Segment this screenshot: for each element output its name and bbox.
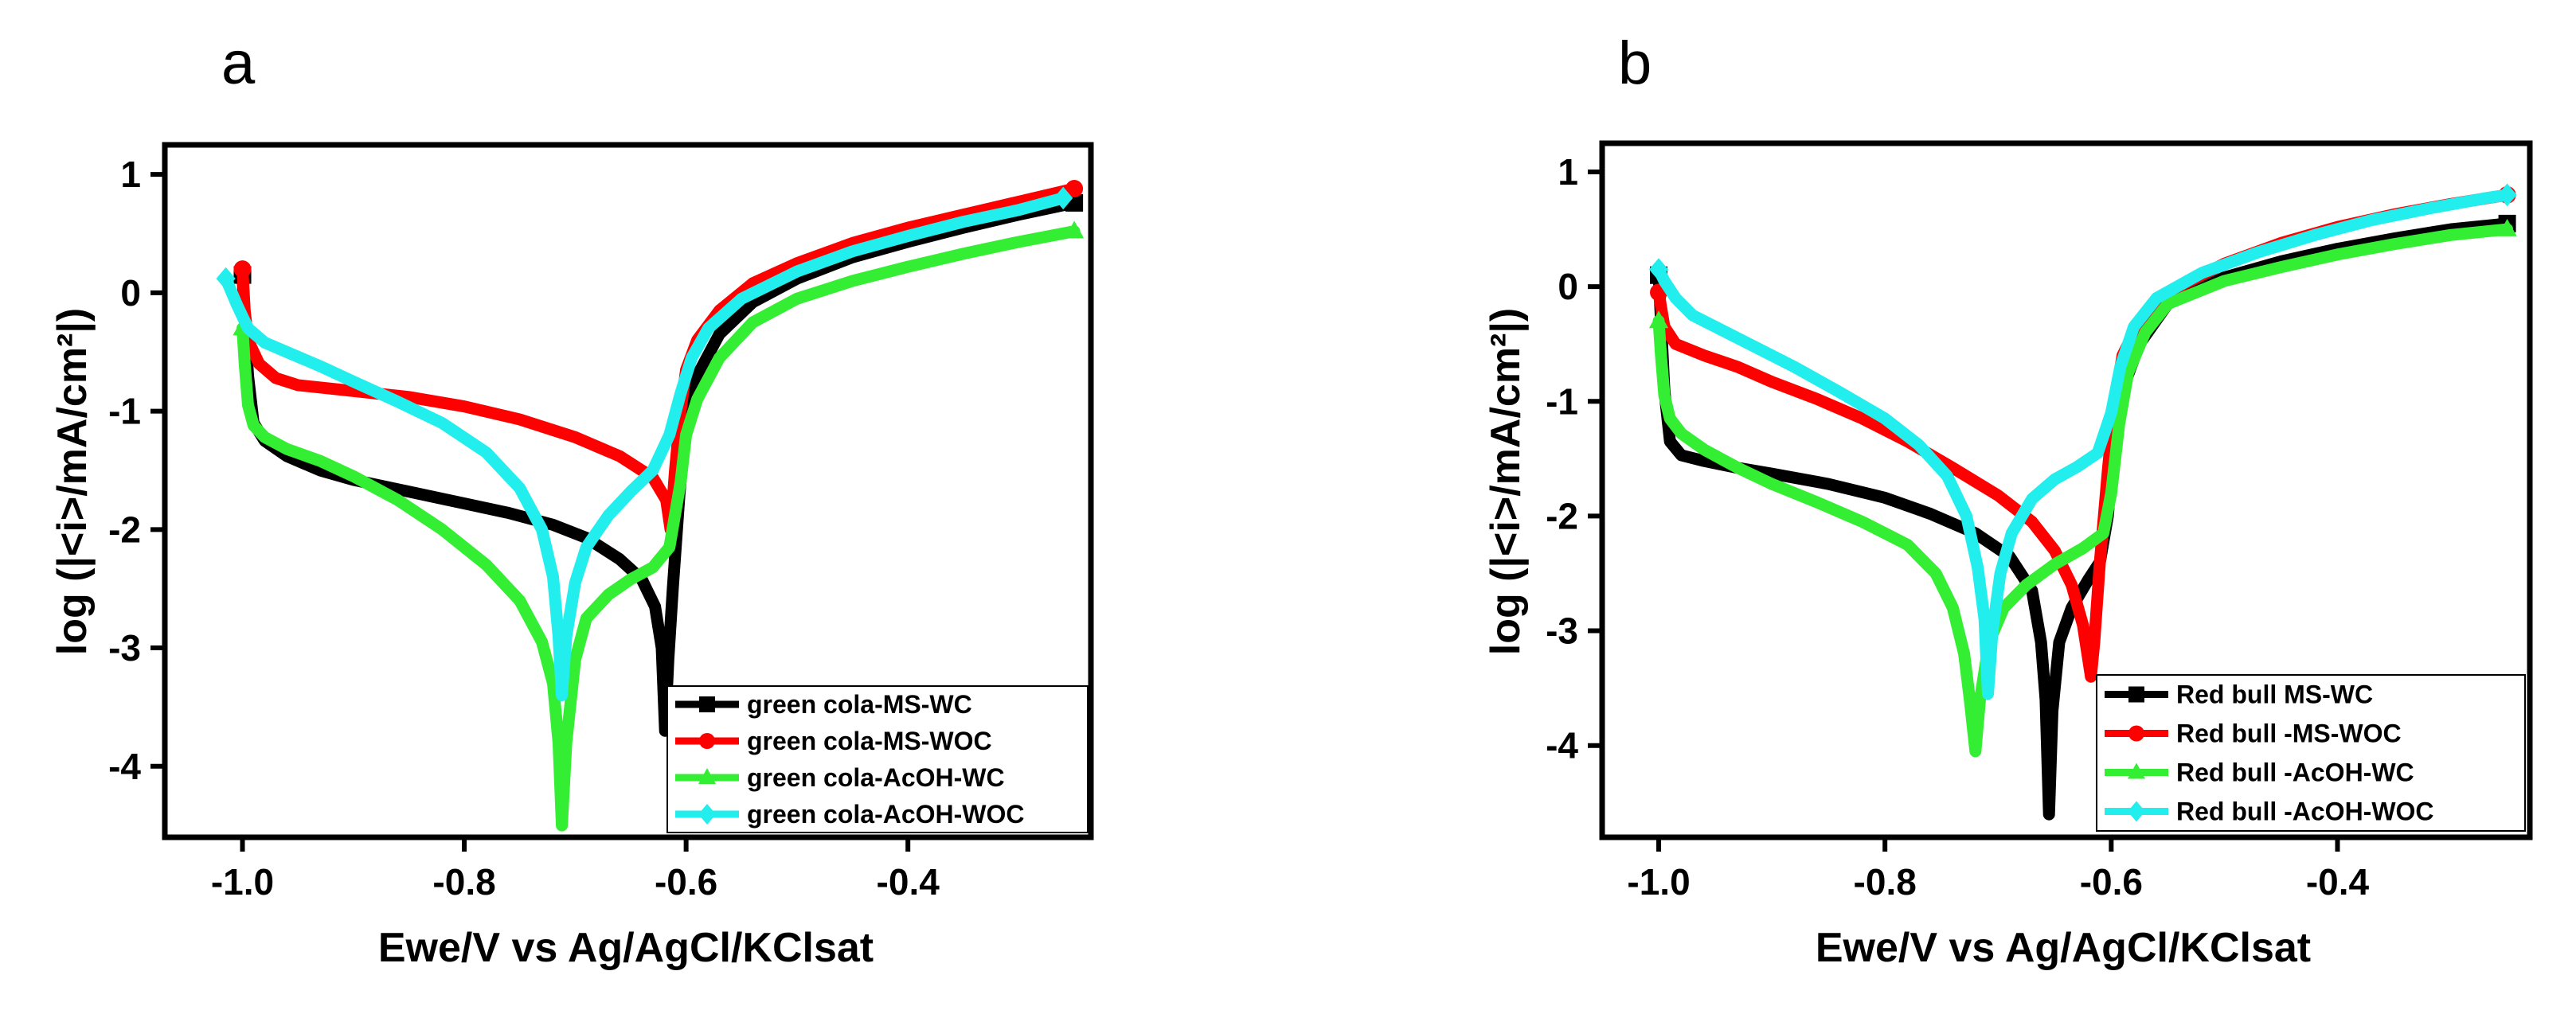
legend: green cola-MS-WC green cola-MS-WOC green c… <box>666 685 1089 833</box>
y-tick-label: 0 <box>120 272 141 314</box>
series-end-marker-4 <box>1053 186 1073 210</box>
series-line-4 <box>220 192 1069 701</box>
x-tick-label: -0.6 <box>2080 861 2143 903</box>
legend-label-4: green cola-AcOH-WOC <box>747 800 1024 829</box>
plot-area-b: -1.0 -0.8 -0.6 -0.4 1 0 -1 -2 -3 -4 Red bull MS-WC… <box>1546 140 2533 903</box>
chart-panel-a: a -1.0 -0.8 -0.6 -0.4 1 0 -1 -2 -3 -4 green cola-M… <box>49 29 1094 971</box>
y-tick-label: -3 <box>108 627 141 669</box>
panel-label-a: a <box>221 29 256 97</box>
y-axis-label-a: log (|<i>/mA/cm²|) <box>49 308 96 656</box>
series-line-4 <box>1652 189 2514 700</box>
chart-panel-b: b -1.0 -0.8 -0.6 -0.4 1 0 -1 -2 -3 -4 Red bull MS-… <box>1483 29 2533 971</box>
y-tick-label: -1 <box>1546 380 1578 422</box>
legend-label-4: Red bull -AcOH-WOC <box>2176 797 2434 826</box>
x-tick-label: -0.8 <box>1854 861 1917 903</box>
series-start-marker-2 <box>233 260 252 279</box>
x-tick-label: -0.8 <box>432 861 495 903</box>
legend-marker-2 <box>2128 725 2144 742</box>
legend: Red bull MS-WC Red bull -MS-WOC Red bull -… <box>2096 674 2526 832</box>
x-tick-label: -0.6 <box>655 861 717 903</box>
y-tick-label: -1 <box>108 391 141 432</box>
legend-marker-4 <box>698 804 716 825</box>
legend-label-2: Red bull -MS-WOC <box>2176 719 2402 748</box>
y-tick-label: -2 <box>1546 495 1578 536</box>
series-line-2 <box>236 182 1081 536</box>
x-tick-label: -0.4 <box>2306 861 2370 903</box>
legend-marker-2 <box>699 733 715 749</box>
x-axis-label-b: Ewe/V vs Ag/AgCl/KClsat <box>1816 925 2311 971</box>
y-tick-label: -4 <box>1546 725 1578 766</box>
y-tick-label: -4 <box>108 746 141 787</box>
series-end-marker-4 <box>2497 183 2517 207</box>
legend-marker-3 <box>698 768 716 784</box>
legend-label-2: green cola-MS-WOC <box>747 727 992 755</box>
legend-box <box>2096 674 2526 832</box>
series-end-marker-3 <box>2497 218 2517 236</box>
legend-marker-1 <box>2128 686 2144 703</box>
series-end-marker-3 <box>1065 220 1085 239</box>
plot-area-a: -1.0 -0.8 -0.6 -0.4 1 0 -1 -2 -3 -4 green cola-MS-… <box>108 142 1094 903</box>
axes-frame <box>162 142 1094 840</box>
y-tick-label: -2 <box>108 509 141 550</box>
legend-label-3: Red bull -AcOH-WC <box>2176 758 2414 787</box>
y-tick-label: 1 <box>120 154 141 195</box>
legend-label-3: green cola-AcOH-WC <box>747 763 1005 792</box>
legend-marker-3 <box>2128 762 2145 779</box>
series-line-3 <box>236 225 1081 832</box>
legend-label-1: green cola-MS-WC <box>747 690 972 719</box>
x-tick-label: -1.0 <box>211 861 274 903</box>
x-tick-label: -1.0 <box>1627 861 1690 903</box>
legend-box <box>666 685 1089 833</box>
y-tick-label: -3 <box>1546 610 1578 652</box>
series-start-marker-4 <box>216 267 236 291</box>
series-start-marker-3 <box>1648 310 1669 329</box>
series-start-marker-4 <box>1648 258 1669 281</box>
x-axis-label-a: Ewe/V vs Ag/AgCl/KClsat <box>378 925 874 971</box>
series-line-1 <box>236 197 1081 737</box>
legend-marker-4 <box>2128 801 2145 822</box>
legend-label-1: Red bull MS-WC <box>2176 680 2373 709</box>
y-tick-label: 0 <box>1558 266 1578 307</box>
y-tick-label: 1 <box>1558 151 1578 193</box>
legend-marker-1 <box>699 696 715 712</box>
series-end-marker-2 <box>1065 180 1084 198</box>
y-axis-label-b: log (|<i>/mA/cm²|) <box>1483 308 1529 656</box>
panel-label-b: b <box>1618 29 1652 97</box>
x-tick-label: -0.4 <box>877 861 940 903</box>
axes-frame <box>1599 140 2533 840</box>
